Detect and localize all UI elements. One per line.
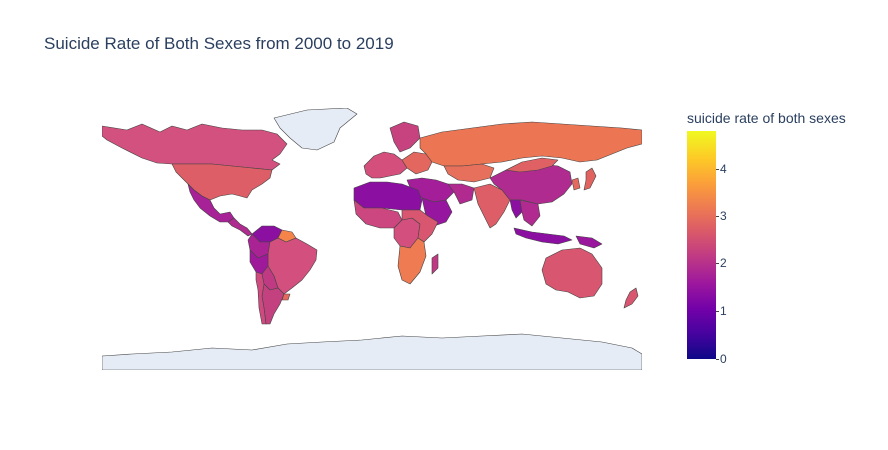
colorbar-tickmark: [716, 263, 719, 264]
region-india[interactable]: [473, 183, 511, 229]
colorbar-title: suicide rate of both sexes: [687, 110, 846, 126]
colorbar-tick-label: 2: [720, 256, 727, 270]
region-chile[interactable]: [255, 271, 267, 325]
region-russia[interactable]: [419, 121, 642, 167]
colorbar-tick-label: 0: [720, 352, 727, 366]
region-southeast-asia[interactable]: [519, 199, 541, 227]
region-kazakhstan[interactable]: [443, 163, 495, 183]
colorbar-tickmark: [716, 169, 719, 170]
region-canada[interactable]: [102, 123, 288, 171]
region-japan[interactable]: [583, 167, 597, 191]
colorbar-tick-label: 1: [720, 304, 727, 318]
region-mongolia[interactable]: [505, 157, 559, 173]
colorbar-tickmark: [716, 216, 719, 217]
region-antarctica[interactable]: [102, 333, 642, 370]
region-central-america[interactable]: [227, 217, 253, 237]
region-scandinavia[interactable]: [389, 121, 421, 153]
region-europe-west[interactable]: [363, 151, 408, 179]
colorbar-tick-label: 3: [720, 209, 727, 223]
region-madagascar[interactable]: [431, 253, 439, 275]
region-indonesia[interactable]: [513, 227, 573, 245]
world-map: [102, 108, 642, 370]
region-uruguay[interactable]: [281, 293, 291, 301]
chart-title: Suicide Rate of Both Sexes from 2000 to …: [44, 34, 394, 53]
colorbar: [687, 131, 716, 359]
colorbar-tickmark: [716, 311, 719, 312]
region-greenland[interactable]: [273, 108, 358, 151]
region-europe-east[interactable]: [401, 151, 433, 175]
colorbar-tick-label: 4: [720, 162, 727, 176]
region-united-states[interactable]: [171, 163, 273, 201]
region-southern-africa[interactable]: [397, 237, 427, 285]
region-myanmar[interactable]: [509, 199, 523, 219]
region-iran[interactable]: [447, 183, 475, 205]
region-australia[interactable]: [541, 247, 603, 299]
colorbar-tickmark: [716, 359, 719, 360]
region-papua-new-guinea[interactable]: [575, 235, 603, 249]
region-new-zealand[interactable]: [623, 287, 639, 309]
region-korea[interactable]: [571, 177, 581, 191]
